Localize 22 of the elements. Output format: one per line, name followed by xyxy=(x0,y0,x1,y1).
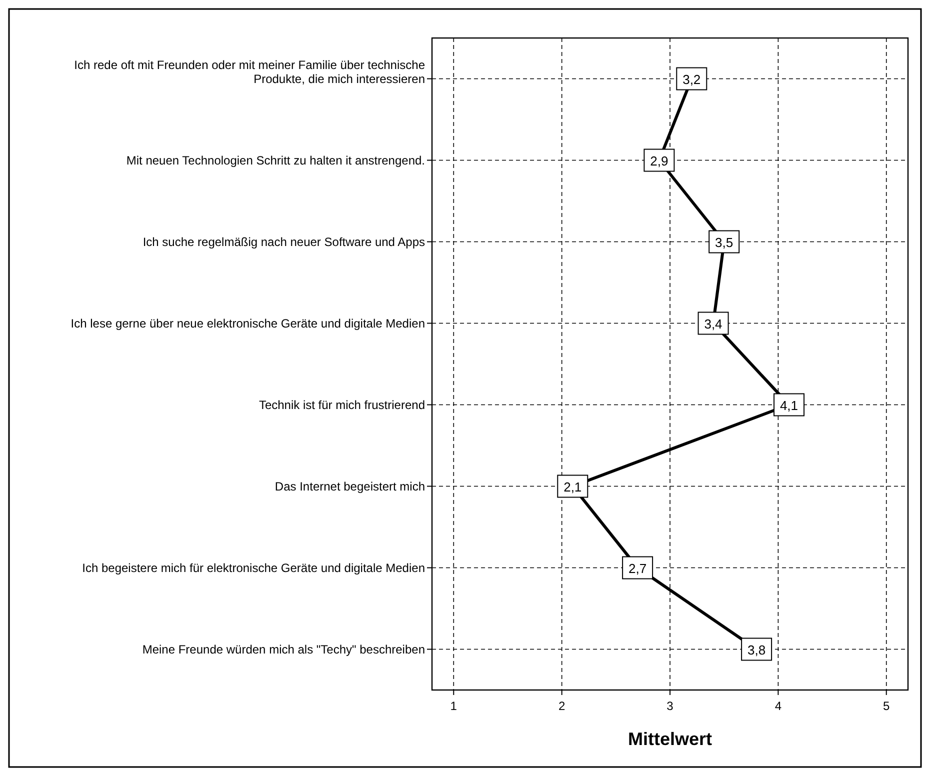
y-tick-label: Technik ist für mich frustrierend xyxy=(258,398,425,412)
x-tick-label: 5 xyxy=(883,699,890,713)
y-tick-label: Ich rede oft mit Freunden oder mit meiner Familie über technische Produkte, die mich interessieren xyxy=(74,58,426,86)
y-tick-label: Meine Freunde würden mich als "Techy" beschreiben xyxy=(142,642,425,656)
y-tick-label: Mit neuen Technologien Schritt zu halten it anstrengend. xyxy=(126,153,425,168)
y-tick-label: Ich begeistere mich für elektronische Geräte und digitale Medien xyxy=(82,560,425,575)
x-tick-label: 2 xyxy=(558,699,566,713)
data-label: 4,1 xyxy=(780,398,798,413)
x-tick-label: 3 xyxy=(666,699,674,713)
y-tick-label: Ich suche regelmäßig nach neuer Software und Apps xyxy=(142,234,425,249)
data-label: 2,7 xyxy=(628,560,647,576)
data-label: 3,4 xyxy=(704,316,722,332)
data-label: 2,1 xyxy=(564,479,582,494)
y-tick-label: Ich lese gerne über neue elektronische Geräte und digitale Medien xyxy=(70,316,425,330)
data-label: 3,2 xyxy=(682,72,701,87)
x-tick-label: 4 xyxy=(774,699,782,713)
x-axis-title: Mittelwert xyxy=(628,729,712,749)
data-label: 2,9 xyxy=(650,153,668,168)
x-tick-label: 1 xyxy=(450,699,458,713)
data-label: 3,5 xyxy=(715,234,734,250)
data-label: 3,8 xyxy=(748,642,766,658)
y-tick-label: Das Internet begeistert mich xyxy=(274,479,425,494)
